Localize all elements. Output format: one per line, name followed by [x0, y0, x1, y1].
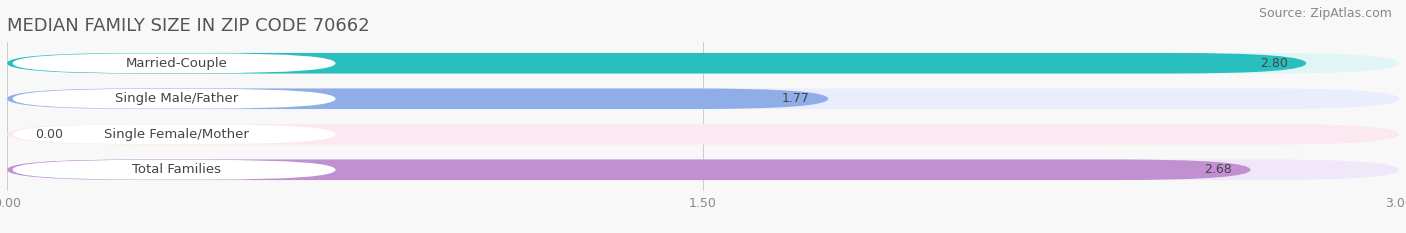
Text: Total Families: Total Families: [132, 163, 221, 176]
Text: Married-Couple: Married-Couple: [127, 57, 228, 70]
Text: Source: ZipAtlas.com: Source: ZipAtlas.com: [1258, 7, 1392, 20]
Text: 2.68: 2.68: [1204, 163, 1232, 176]
Text: 1.77: 1.77: [782, 92, 810, 105]
FancyBboxPatch shape: [7, 159, 1250, 180]
FancyBboxPatch shape: [7, 89, 828, 109]
Text: Single Male/Father: Single Male/Father: [115, 92, 239, 105]
FancyBboxPatch shape: [13, 124, 336, 144]
FancyBboxPatch shape: [7, 89, 1399, 109]
Text: Single Female/Mother: Single Female/Mother: [104, 128, 249, 141]
Text: MEDIAN FAMILY SIZE IN ZIP CODE 70662: MEDIAN FAMILY SIZE IN ZIP CODE 70662: [7, 17, 370, 35]
FancyBboxPatch shape: [13, 53, 336, 73]
Text: 2.80: 2.80: [1260, 57, 1288, 70]
FancyBboxPatch shape: [7, 159, 1399, 180]
FancyBboxPatch shape: [13, 160, 336, 180]
FancyBboxPatch shape: [13, 89, 336, 109]
FancyBboxPatch shape: [7, 53, 1399, 74]
Text: 0.00: 0.00: [35, 128, 63, 141]
FancyBboxPatch shape: [7, 124, 1399, 144]
FancyBboxPatch shape: [7, 53, 1306, 74]
